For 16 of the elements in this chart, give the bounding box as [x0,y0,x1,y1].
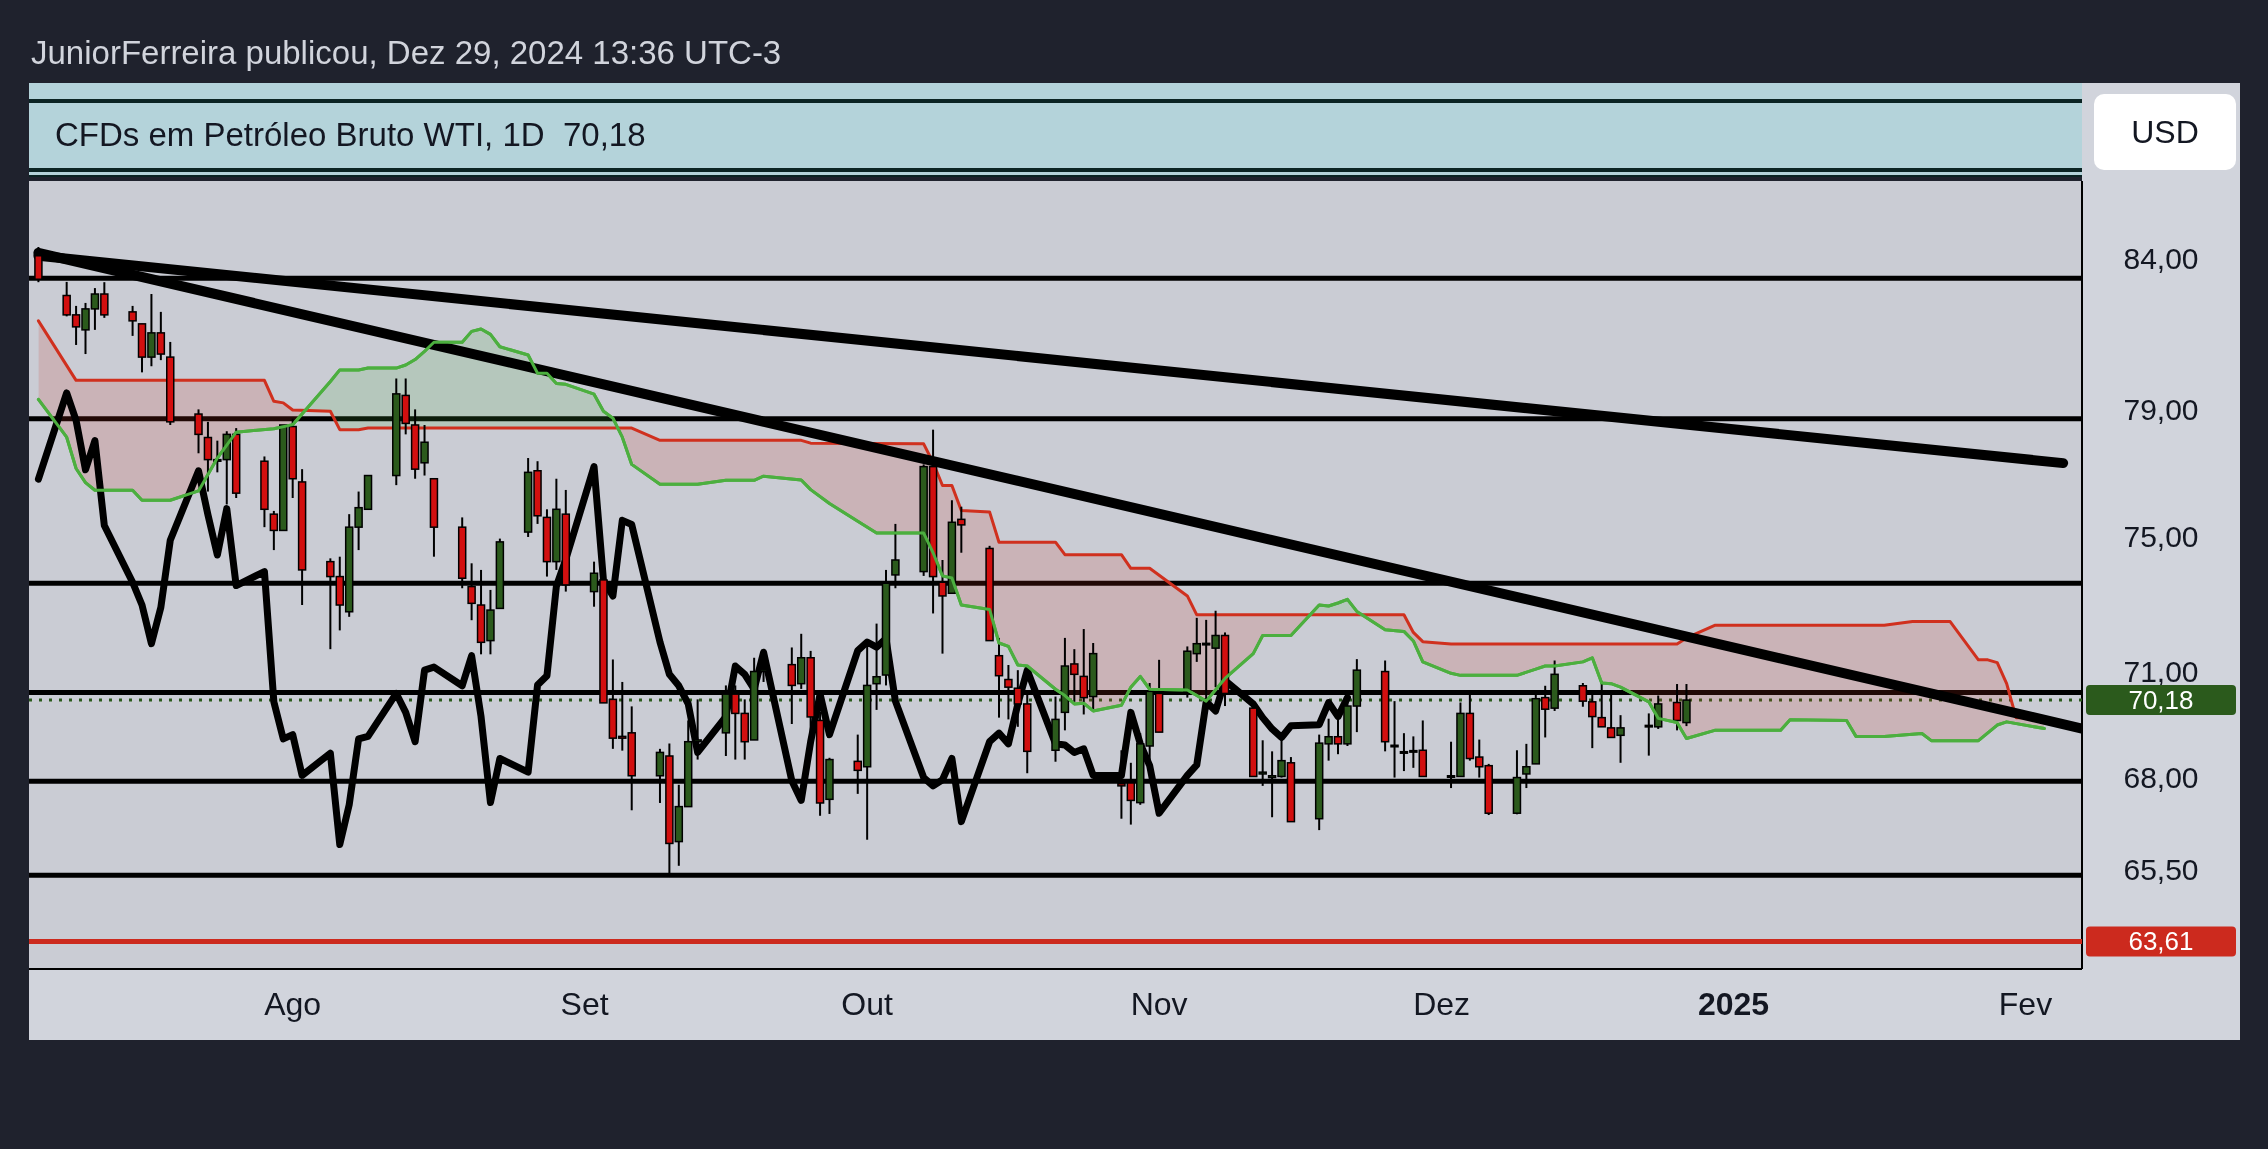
y-tick-label: 84,00 [2123,242,2199,276]
y-tick-label: 68,00 [2123,761,2199,795]
y-tick-label: 65,50 [2123,853,2199,887]
x-tick-label: 2025 [1697,986,1770,1022]
chart-subtitle: JuniorFerreira publicou, Dez 29, 2024 13:36 UTC-3 [31,34,782,71]
y-axis-title: USD [2131,114,2199,150]
x-tick-label: Dez [1413,986,1471,1022]
ref-line-label: 63,61 [2128,926,2194,957]
y-tick-label: 79,00 [2123,392,2199,426]
x-tick-label: Nov [1130,986,1188,1022]
x-tick-label: Ago [264,986,322,1022]
chart-title: CFDs em Petróleo Bruto WTI, 1D 70,18 [55,116,646,153]
x-tick-label: Set [560,986,609,1022]
y-tick-label: 75,00 [2123,520,2199,554]
x-tick-label: Out [841,986,894,1022]
x-tick-label: Fev [1998,986,2053,1022]
